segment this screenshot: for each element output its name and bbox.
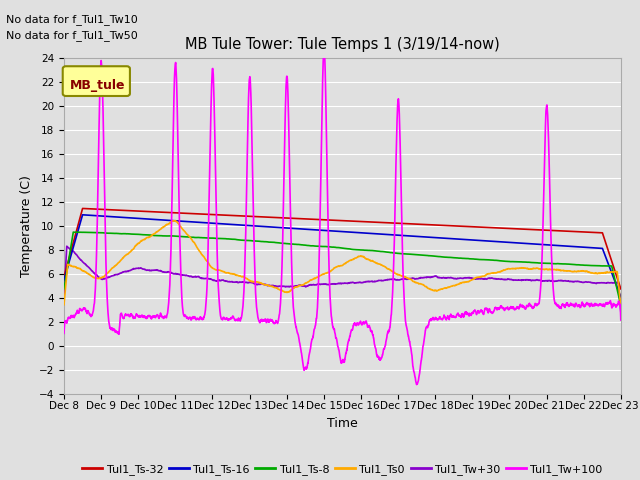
X-axis label: Time: Time [327,417,358,430]
Text: No data for f_Tul1_Tw50: No data for f_Tul1_Tw50 [6,30,138,41]
Text: MB_tule: MB_tule [70,79,125,92]
Y-axis label: Temperature (C): Temperature (C) [20,175,33,276]
Text: No data for f_Tul1_Tw10: No data for f_Tul1_Tw10 [6,13,138,24]
Legend: Tul1_Ts-32, Tul1_Ts-16, Tul1_Ts-8, Tul1_Ts0, Tul1_Tw+30, Tul1_Tw+100: Tul1_Ts-32, Tul1_Ts-16, Tul1_Ts-8, Tul1_… [78,460,607,480]
Title: MB Tule Tower: Tule Temps 1 (3/19/14-now): MB Tule Tower: Tule Temps 1 (3/19/14-now… [185,37,500,52]
